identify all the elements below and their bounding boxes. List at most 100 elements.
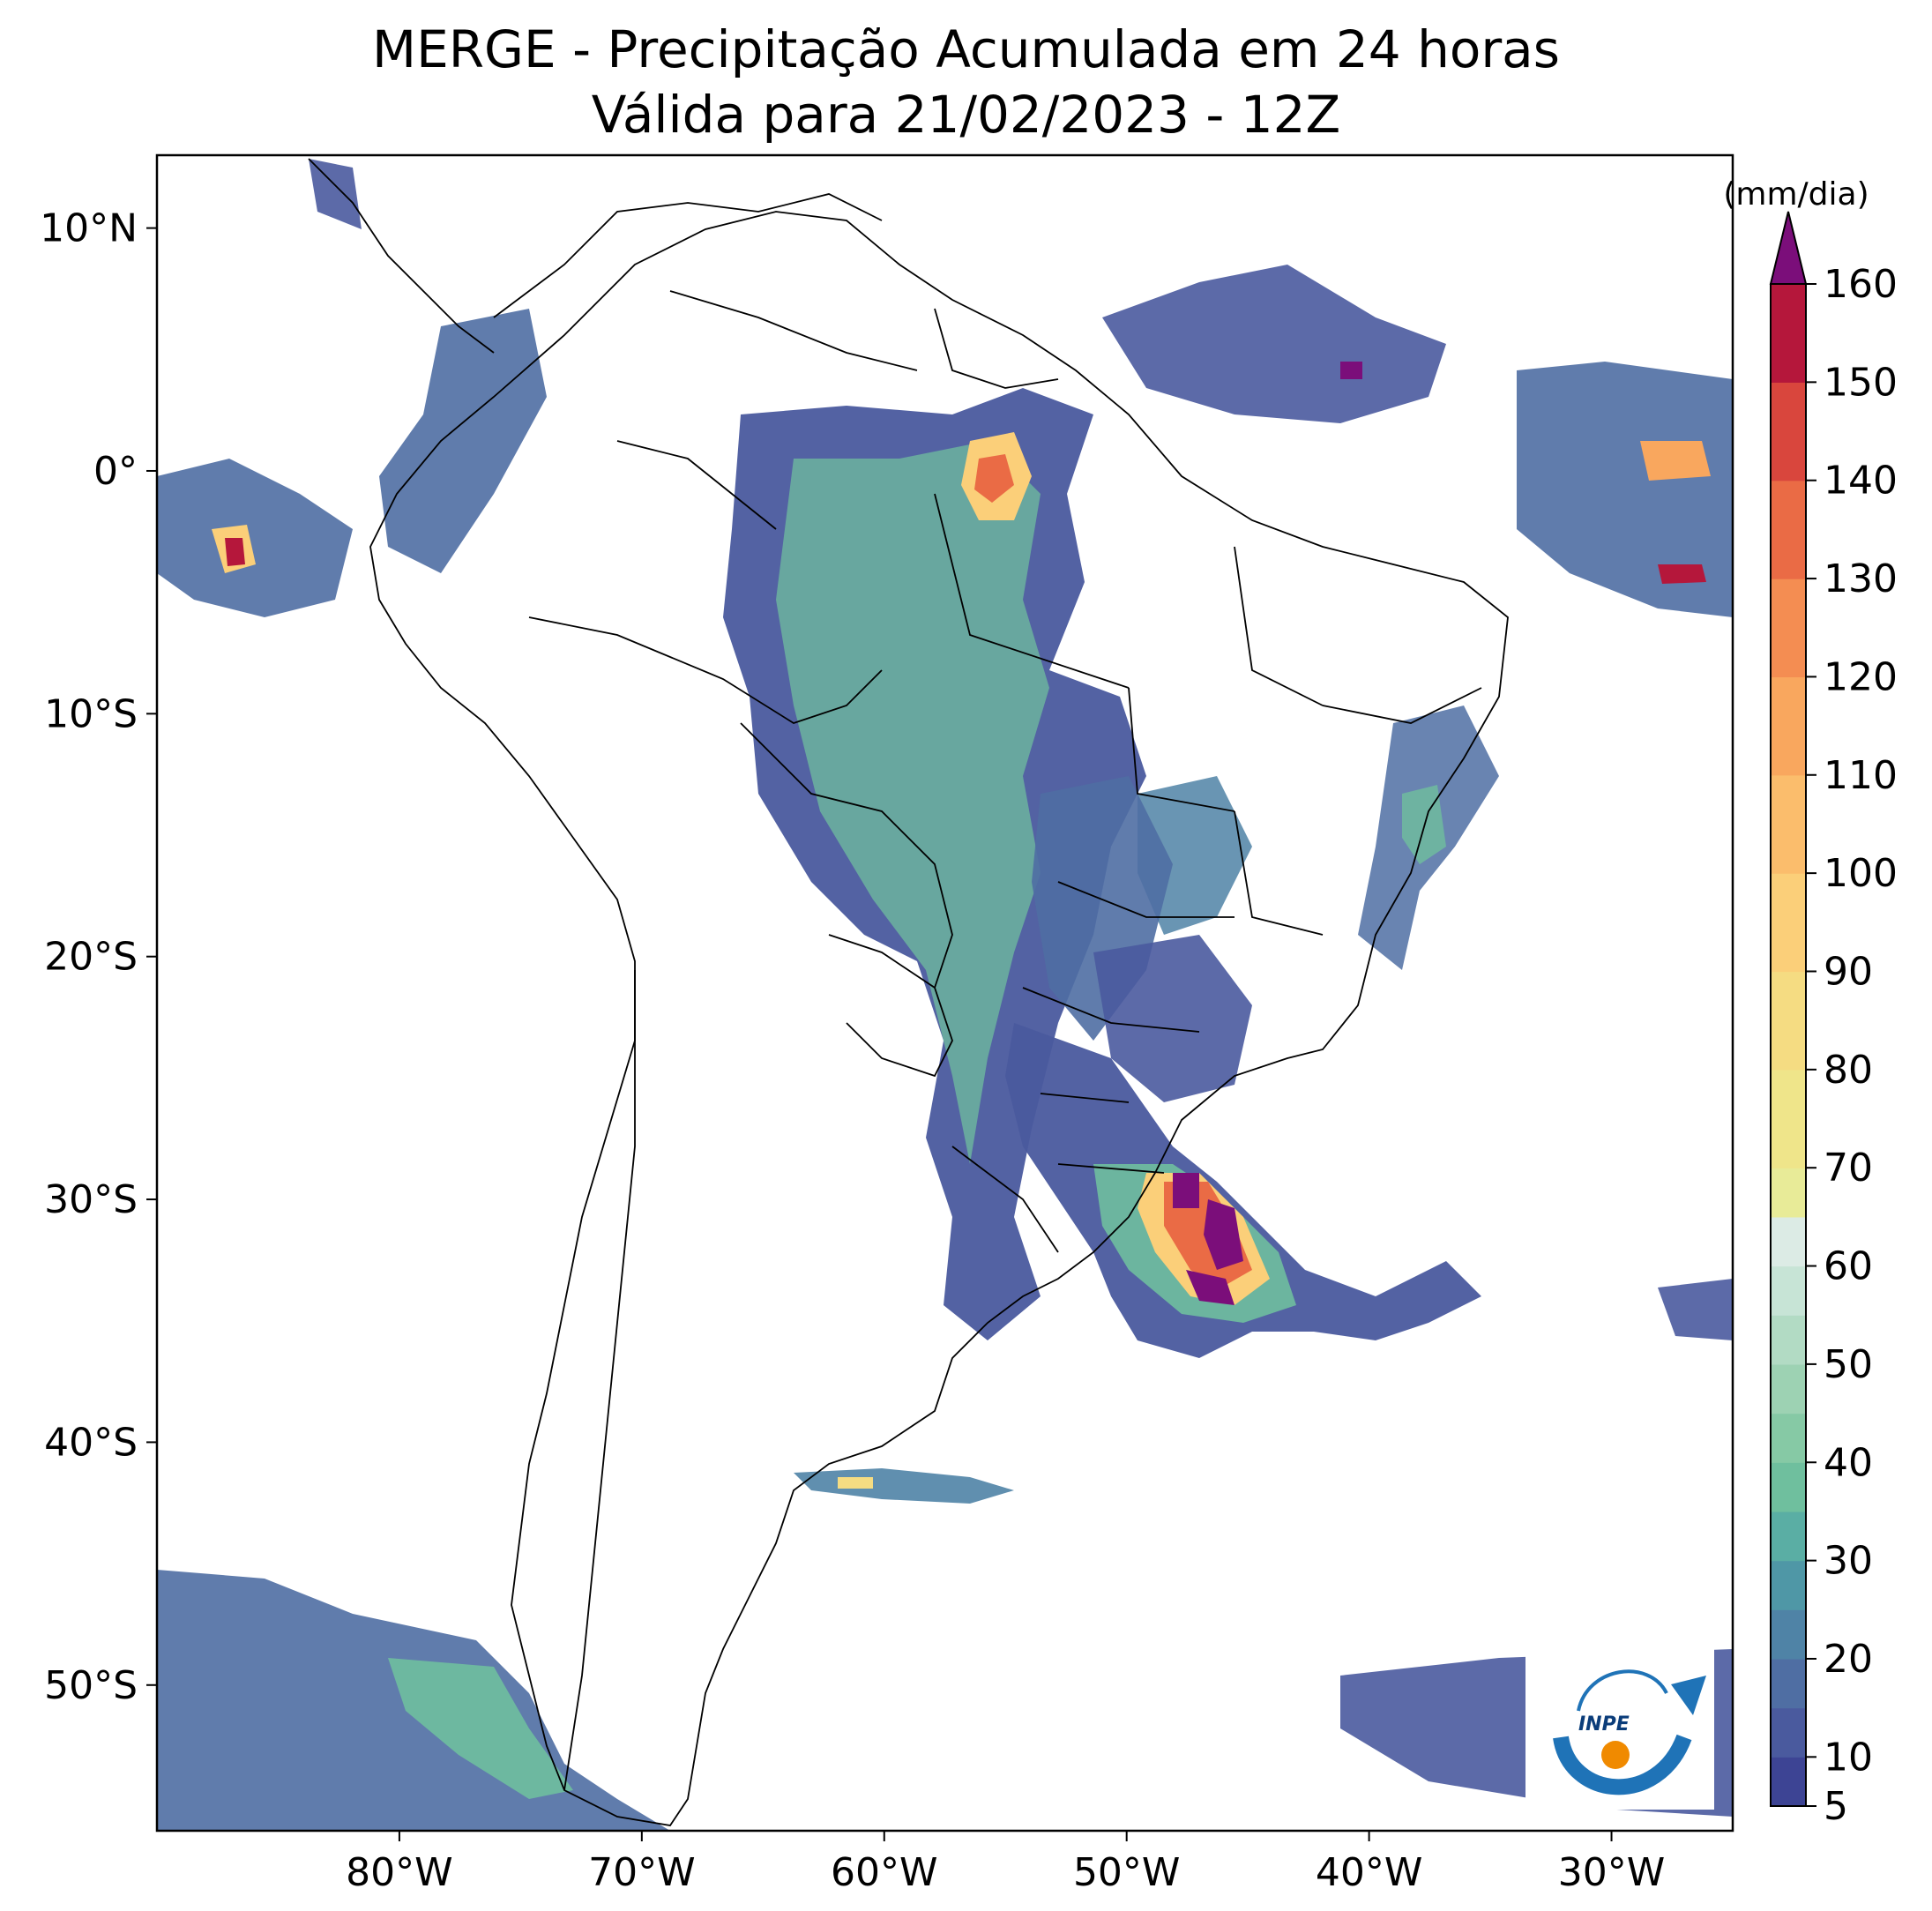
- rain-area-atlantic-east-peak: [1658, 564, 1706, 584]
- colorbar-tick-label: 90: [1824, 949, 1873, 994]
- rain-area-atlantic-east: [1517, 362, 1733, 617]
- border-venezuela: [669, 290, 918, 371]
- colorbar-tick-label: 160: [1824, 262, 1898, 307]
- lat-tick-label: 50°S: [44, 1663, 138, 1708]
- colorbar-bands: [1771, 284, 1806, 1807]
- rain-area-minas: [1093, 935, 1252, 1102]
- logo-swoosh-icon: [1553, 1734, 1692, 1795]
- lat-tick-label: 10°S: [44, 691, 138, 736]
- colorbar-band: [1771, 382, 1806, 481]
- lat-tick-label: 20°S: [44, 935, 138, 980]
- lon-tick-label: 70°W: [588, 1850, 696, 1895]
- colorbar-tick-label: 70: [1824, 1146, 1873, 1191]
- colorbar-band: [1771, 774, 1806, 874]
- colorbar: (mm/dia) 510 20 30 40 50 60 70 80 90 100 110 120 130…: [1723, 176, 1898, 1829]
- lon-tick-label: 40°W: [1316, 1850, 1423, 1895]
- colorbar-band: [1771, 1462, 1806, 1512]
- colorbar-band: [1771, 284, 1806, 383]
- colorbar-band: [1771, 1560, 1806, 1610]
- border-guianas: [934, 308, 1059, 389]
- colorbar-tick-label: 80: [1824, 1048, 1873, 1093]
- lat-tick-label: 30°S: [44, 1177, 138, 1222]
- colorbar-band: [1771, 1609, 1806, 1660]
- colorbar-band: [1771, 480, 1806, 579]
- colorbar-frame: [1770, 283, 1807, 1807]
- colorbar-band: [1771, 1069, 1806, 1168]
- rain-area-northeast: [1138, 776, 1252, 935]
- colorbar-band: [1771, 676, 1806, 776]
- colorbar-tick-label: 130: [1824, 556, 1898, 601]
- colorbar-tick-label: 120: [1824, 654, 1898, 699]
- colorbar-band: [1771, 971, 1806, 1071]
- colorbar-tick-label: 10: [1824, 1735, 1873, 1780]
- logo-arc-icon: [1577, 1669, 1668, 1712]
- logo-arrow-icon: [1671, 1676, 1706, 1715]
- colorbar-band: [1771, 1413, 1806, 1463]
- map-frame: [155, 153, 1734, 1833]
- lon-tick-label: 80°W: [346, 1850, 453, 1895]
- rain-area-pacific: [157, 459, 353, 617]
- colorbar-tick-label: 20: [1824, 1637, 1873, 1682]
- central-america: [308, 158, 495, 354]
- lat-tick-label: 0°: [93, 449, 138, 494]
- colorbar-band: [1771, 1707, 1806, 1758]
- title-line-2: Válida para 21/02/2023 - 12Z: [591, 85, 1341, 145]
- logo-sun-icon: [1601, 1741, 1630, 1769]
- rain-area-south-pacific-core: [388, 1658, 573, 1799]
- colorbar-extend-triangle: [1769, 211, 1808, 285]
- rain-area-patagonia-core: [838, 1477, 873, 1489]
- title-line-1: MERGE - Precipitação Acumulada em 24 hor…: [372, 19, 1560, 79]
- brazil-state-lines: [934, 493, 1482, 1174]
- colorbar-band: [1771, 1511, 1806, 1562]
- logo-text: INPE: [1578, 1713, 1630, 1736]
- colorbar-tick-label: 140: [1824, 459, 1898, 504]
- inpe-logo: INPE: [1525, 1642, 1714, 1810]
- colorbar-band: [1771, 1265, 1806, 1316]
- colorbar-band: [1771, 1216, 1806, 1267]
- coastlines-and-borders: [308, 158, 1509, 1826]
- rain-area-atlantic-peak: [1340, 362, 1362, 379]
- border-peru-brazil: [528, 616, 883, 724]
- rain-area-colombia: [379, 309, 547, 573]
- colorbar-tick-label: 110: [1824, 753, 1898, 798]
- colorbar-band: [1771, 579, 1806, 678]
- colorbar-tick-label: 50: [1824, 1342, 1873, 1387]
- border-argentina-uruguay: [951, 1146, 1059, 1253]
- longitude-axis: 80°W 70°W 60°W 50°W 40°W 30°W: [346, 1831, 1665, 1895]
- border-bolivia-brazil: [740, 722, 953, 989]
- colorbar-ticks: 510 20 30 40 50 60 70 80 90 100 110 120 130 140 150 160: [1806, 262, 1898, 1829]
- rain-area-atlantic-east-core: [1640, 441, 1711, 481]
- rain-area-atlantic-north: [1102, 265, 1446, 423]
- colorbar-tick-label: 30: [1824, 1539, 1873, 1584]
- colorbar-tick-label: 60: [1824, 1244, 1873, 1289]
- colorbar-tick-label: 40: [1824, 1440, 1873, 1485]
- rain-area-south-max-3: [1186, 1270, 1235, 1305]
- lon-tick-label: 60°W: [831, 1850, 938, 1895]
- colorbar-unit-label: (mm/dia): [1723, 176, 1869, 213]
- colorbar-band: [1771, 1168, 1806, 1218]
- border-colombia-brazil: [616, 440, 777, 530]
- rain-area-south-max-1: [1173, 1173, 1199, 1208]
- rain-area-pacific-peak: [225, 538, 245, 566]
- colorbar-band: [1771, 1658, 1806, 1709]
- border-argentina-chile: [563, 970, 636, 1791]
- map-panel: [155, 153, 1734, 1833]
- border-paraguay: [828, 934, 953, 1078]
- colorbar-tick-label: 100: [1824, 851, 1898, 896]
- colorbar-band: [1771, 1757, 1806, 1807]
- rain-area-east-atlantic-mid: [1658, 1279, 1733, 1340]
- latitude-axis: 10°N 0° 10°S 20°S 30°S 40°S 50°S: [40, 206, 157, 1708]
- rain-area-amazon-core: [776, 441, 1049, 1164]
- rain-area-south-max-2: [1204, 1199, 1243, 1270]
- caribbean-coast: [493, 193, 883, 318]
- colorbar-band: [1771, 1363, 1806, 1415]
- rain-area-south: [1005, 1023, 1481, 1358]
- lat-tick-label: 40°S: [44, 1420, 138, 1465]
- lat-tick-label: 10°N: [40, 206, 138, 251]
- colorbar-tick-label: 150: [1824, 360, 1898, 405]
- rain-area-amapa-peak: [974, 454, 1014, 503]
- colorbar-band: [1771, 1315, 1806, 1365]
- rain-area-caribbean: [309, 159, 362, 229]
